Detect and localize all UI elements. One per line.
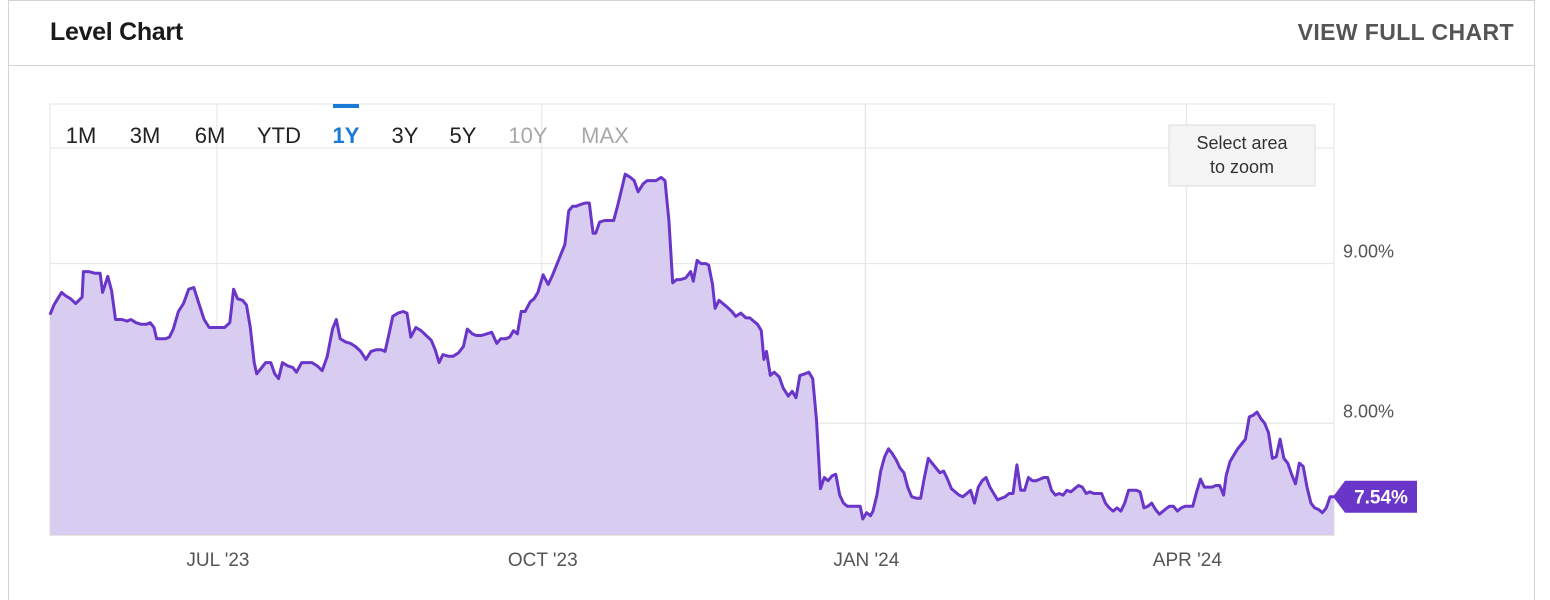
range-button-label: 10Y [508,123,547,148]
zoom-hint-line1: Select area [1196,133,1288,153]
zoom-hint: Select area to zoom [1168,124,1316,187]
zoom-hint-box [1168,124,1316,187]
range-button-1m[interactable]: 1M [66,123,97,148]
card-header: Level Chart VIEW FULL CHART [9,1,1534,66]
range-button-max: MAX [581,123,629,148]
series-line [48,172,1334,521]
x-tick-label: APR '24 [1153,550,1223,571]
y-tick-label: 9.00% [1343,242,1394,262]
range-button-label: 3M [130,123,161,148]
x-axis: JUL '23 OCT '23 JAN '24 APR '24 [186,550,1222,571]
card-title: Level Chart [50,18,183,46]
range-button-6m[interactable]: 6M [195,123,226,148]
range-selector: 1M 3M 6M YTD 1Y 3Y 5Y 10Y MAX [66,104,629,148]
x-tick-label: OCT '23 [508,550,578,571]
range-button-label: 1M [66,123,97,148]
x-tick-label: JAN '24 [833,550,899,571]
last-value-badge: 7.54% [1333,480,1417,513]
zoom-hint-line2: to zoom [1210,157,1274,177]
last-value-label: 7.54% [1354,488,1408,509]
range-button-ytd[interactable]: YTD [257,123,301,148]
view-full-chart-link[interactable]: VIEW FULL CHART [1297,19,1514,45]
range-button-1y[interactable]: 1Y [333,104,360,148]
y-axis: 9.00% 8.00% [1343,242,1394,422]
range-button-10y: 10Y [508,123,547,148]
range-button-label: 1Y [333,123,360,148]
range-button-3m[interactable]: 3M [130,123,161,148]
y-tick-label: 8.00% [1343,401,1394,421]
range-button-5y[interactable]: 5Y [450,123,477,148]
range-button-label: 6M [195,123,226,148]
range-button-label: MAX [581,123,629,148]
range-button-3y[interactable]: 3Y [392,123,419,148]
range-active-indicator [333,104,359,108]
badge-shape [1333,480,1417,513]
range-button-label: 3Y [392,123,419,148]
range-button-label: YTD [257,123,301,148]
series-area-fill [50,174,1334,535]
x-tick-label: JUL '23 [186,550,249,571]
range-button-label: 5Y [450,123,477,148]
